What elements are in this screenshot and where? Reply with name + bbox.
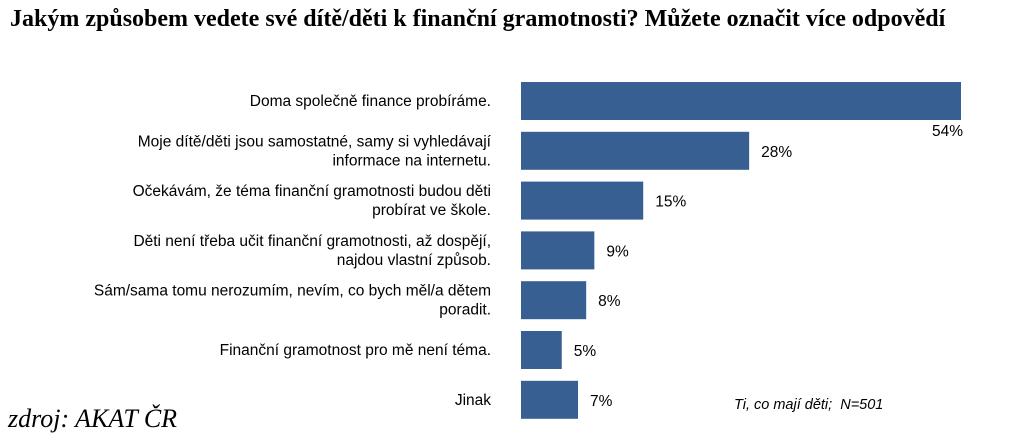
bar-7: [521, 380, 579, 419]
category-label-2-line-1: Moje dítě/děti jsou samostatné, samy si …: [138, 133, 492, 150]
category-label-5-line-1: Sám/sama tomu nerozumím, nevím, co bych …: [94, 283, 491, 300]
value-label-2: 28%: [761, 144, 792, 161]
bar-6: [521, 331, 562, 369]
category-label-1-line-1: Doma společně finance probíráme.: [250, 93, 491, 110]
value-labels-group: 54% 28% 15% 9% 8% 5% 7%: [574, 123, 963, 410]
value-label-7: 7%: [590, 393, 613, 410]
category-label-5-line-2: poradit.: [439, 302, 491, 319]
category-label-2-line-2: informace na internetu.: [332, 152, 491, 169]
source-label: zdroj: AKAT ČR: [8, 404, 178, 433]
category-label-4-line-1: Děti není třeba učit finanční gramotnost…: [133, 233, 491, 250]
bar-3: [521, 181, 644, 220]
category-label-6-line-1: Finanční gramotnost pro mě není téma.: [220, 342, 491, 359]
category-label-4-line-2: najdou vlastní způsob.: [337, 252, 491, 269]
bar-2: [521, 131, 750, 170]
value-label-4: 9%: [606, 243, 629, 260]
sample-note: Ti, co mají děti; N=501: [734, 397, 884, 413]
value-label-5: 8%: [598, 293, 621, 310]
bar-1: [521, 82, 961, 120]
bar-4: [521, 231, 595, 270]
category-label-3-line-2: probírat ve škole.: [372, 202, 491, 219]
category-label-3-line-1: Očekávám, že téma finanční gramotnosti b…: [133, 183, 491, 200]
bars-group: [521, 82, 961, 419]
bar-5: [521, 281, 587, 320]
category-label-7-line-1: Jinak: [455, 392, 491, 409]
chart-title: Jakým způsobem vedete své dítě/děti k fi…: [10, 6, 946, 32]
value-label-1: 54%: [932, 123, 963, 140]
value-label-3: 15%: [655, 194, 686, 211]
value-label-6: 5%: [574, 343, 597, 360]
category-labels-group: Doma společně finance probíráme. Moje dít…: [94, 93, 492, 409]
